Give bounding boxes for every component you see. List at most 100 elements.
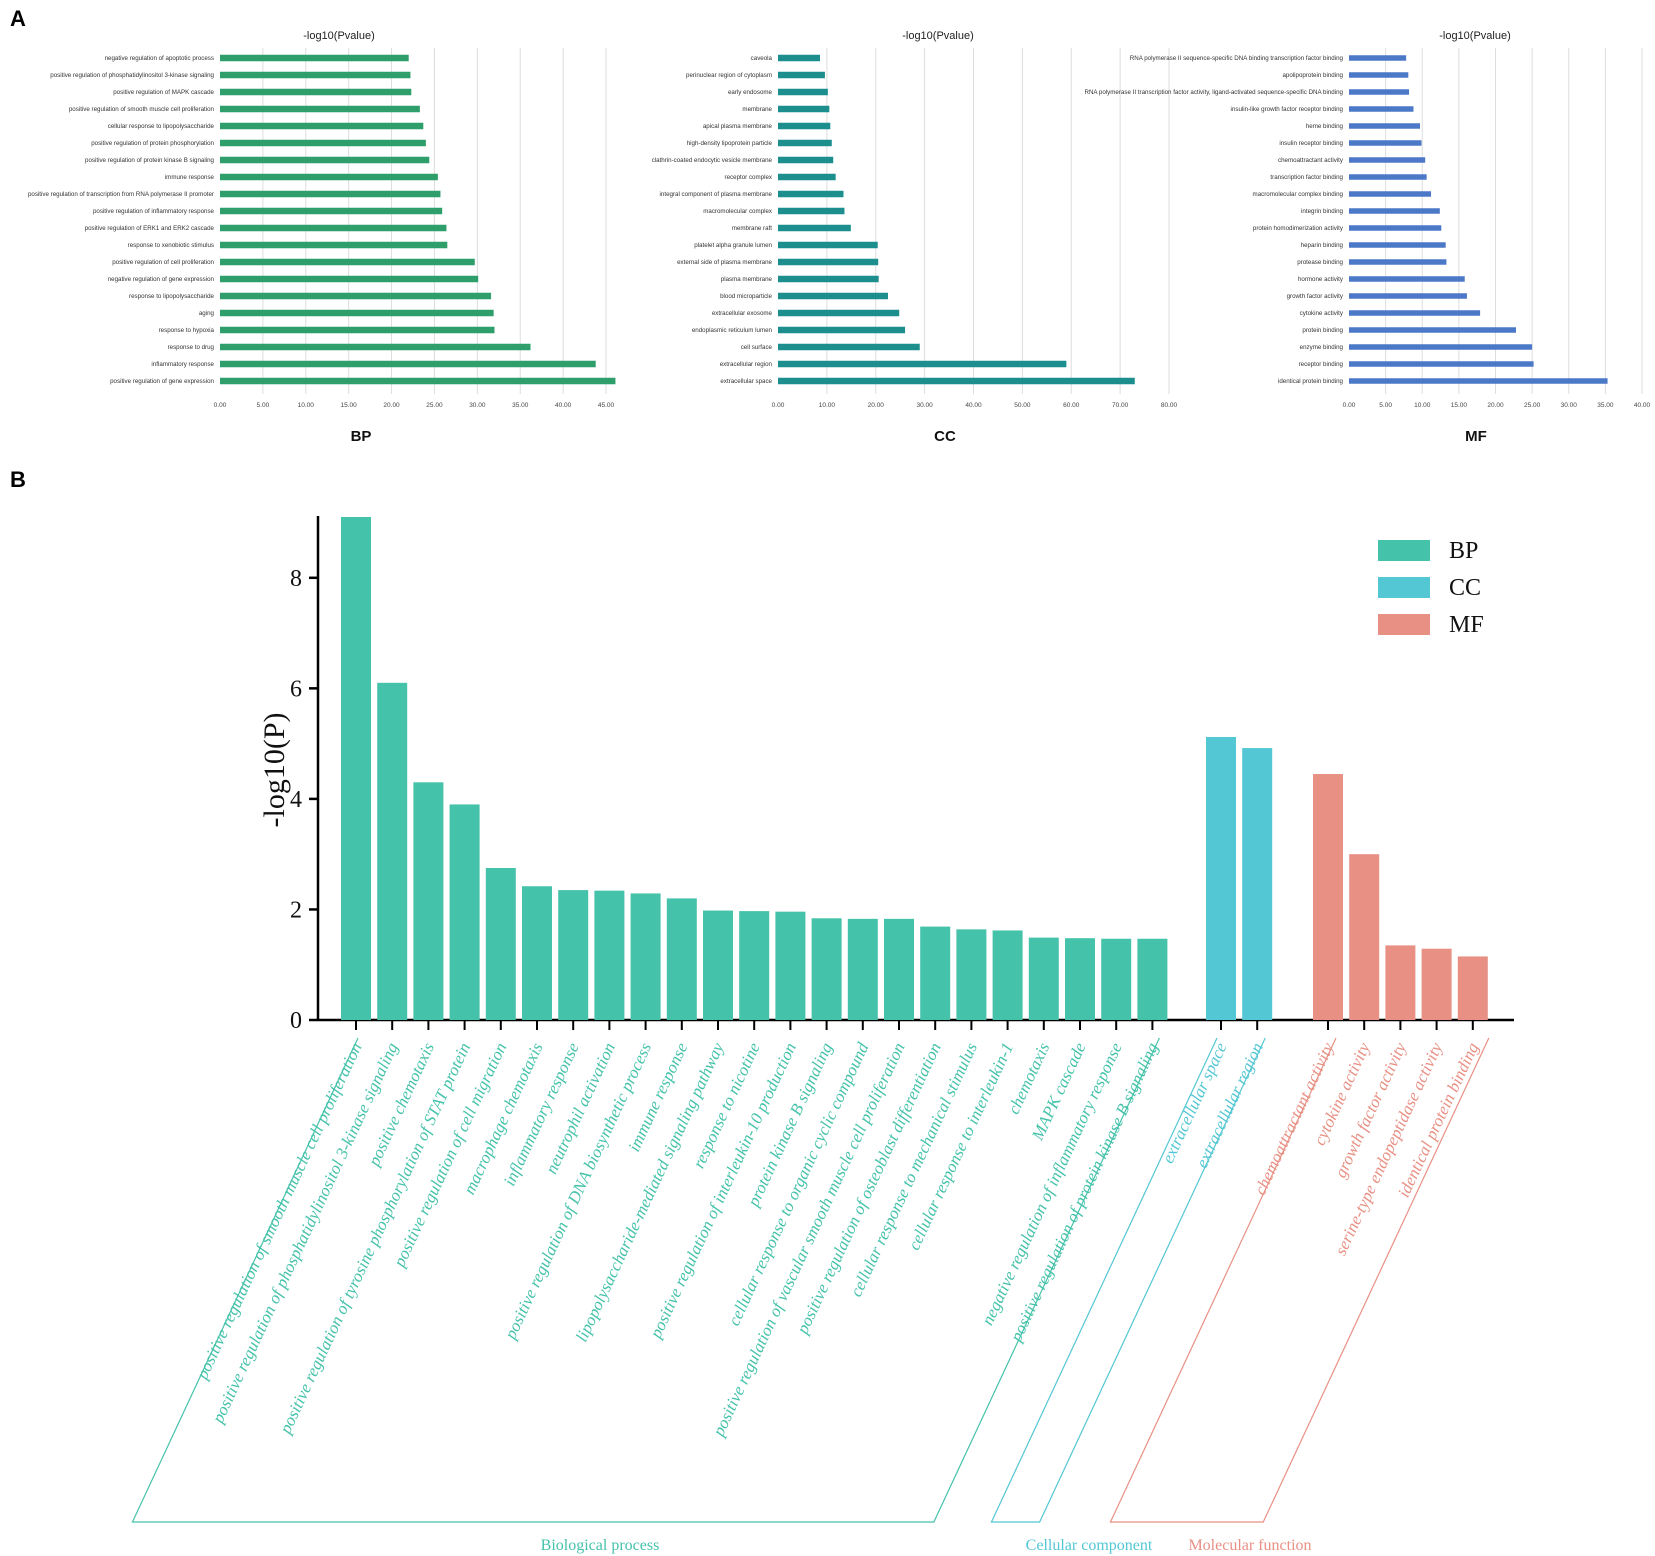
go-chart-bp: -log10(Pvalue) negative regulation of apo… (28, 30, 616, 445)
bar-mf (1349, 191, 1432, 197)
category-label-cc: endoplasmic reticulum lumen (692, 327, 773, 334)
legend-label-mf: MF (1449, 612, 1484, 638)
chart-title-mf: -log10(Pvalue) (1439, 30, 1511, 42)
category-label-mf: protease binding (1297, 259, 1343, 266)
category-label-bp: positive regulation of smooth muscle cel… (69, 106, 215, 113)
category-label-mf: chemoattractant activity (1278, 157, 1344, 164)
go-chart-cc: -log10(Pvalue) caveola perinuclear region … (652, 30, 1178, 445)
tick-label-bp: 25.00 (426, 402, 443, 409)
bar-bp (630, 893, 661, 1020)
category-label-mf: growth factor activity (1287, 293, 1344, 300)
bar-cc (778, 54, 821, 62)
category-label-bp: positive regulation of protein phosphory… (91, 140, 214, 147)
bar-bp (220, 71, 411, 79)
tick-label-mf: 5.00 (1379, 402, 1392, 409)
category-label-cc: blood microparticle (720, 293, 772, 300)
bar-bp (558, 890, 589, 1020)
category-label-mf: RNA polymerase II sequence-specific DNA … (1130, 55, 1344, 62)
category-label-mf: insulin receptor binding (1279, 140, 1343, 147)
bar-cc (778, 377, 1135, 385)
tick-label-mf: 35.00 (1597, 402, 1614, 409)
bar-bp (594, 890, 625, 1020)
bar-bp (220, 88, 412, 96)
category-label-mf: apolipoprotein binding (1282, 72, 1343, 79)
category-label-cc: membrane (742, 106, 772, 113)
bar-bp (220, 292, 492, 300)
category-label-cc: clathrin-coated endocytic vesicle membra… (652, 157, 773, 164)
bar-cc (778, 105, 830, 113)
category-label-mf: enzyme binding (1300, 344, 1344, 351)
bar-cc (778, 258, 879, 266)
category-label-mf: cytokine activity (1300, 310, 1344, 317)
bar-bp (220, 207, 443, 215)
bar-mf (1349, 123, 1421, 129)
bar-mf (1457, 956, 1488, 1020)
bar-bp (956, 929, 987, 1020)
tick-label-cc: 80.00 (1161, 402, 1178, 409)
bar-bp (1028, 937, 1059, 1020)
bar-mf (1349, 225, 1442, 231)
bar-bp (220, 190, 441, 198)
bar-bp (1065, 938, 1095, 1020)
bar-mf (1349, 259, 1447, 265)
bar-cc (778, 71, 825, 79)
tick-label-cc: 50.00 (1014, 402, 1031, 409)
y-tick-label: 8 (290, 566, 302, 592)
category-label-mf: heparin binding (1301, 242, 1344, 249)
panel-label-a: A (10, 6, 26, 31)
bar-cc (1206, 736, 1236, 1020)
bar-bp (884, 918, 914, 1020)
category-label-cc: integral component of plasma membrane (660, 191, 773, 198)
tick-label-bp: 10.00 (298, 402, 315, 409)
group-label-mf: Molecular function (1188, 1537, 1311, 1554)
bar-bp (220, 309, 494, 317)
category-label-bp: inflammatory response (151, 361, 214, 368)
category-label-bp: positive regulation of MAPK cascade (113, 89, 214, 96)
bar-bp (522, 886, 552, 1020)
tick-label-bp: 15.00 (341, 402, 358, 409)
y-tick-label: 2 (290, 897, 302, 923)
category-label-mf: transcription factor binding (1270, 174, 1343, 181)
category-label-cc: cell surface (741, 344, 773, 351)
bar-bp (666, 898, 697, 1020)
bar-mf (1349, 276, 1465, 282)
tick-label-mf: 15.00 (1451, 402, 1468, 409)
tick-label-mf: 10.00 (1414, 402, 1431, 409)
bar-bp (220, 326, 495, 334)
bar-bp (449, 804, 480, 1020)
bar-mf (1349, 208, 1440, 214)
panel-a-charts: -log10(Pvalue) negative regulation of apo… (28, 30, 1651, 445)
bar-cc (778, 292, 888, 300)
legend-swatch-bp (1378, 540, 1430, 561)
category-label-mf: protein homodimerization activity (1253, 225, 1344, 232)
category-label-cc: membrane raft (732, 225, 773, 232)
bar-mf (1349, 55, 1407, 61)
category-label-cc: plasma membrane (721, 276, 773, 283)
panel-label-b: B (10, 467, 26, 492)
category-label-cc: receptor complex (725, 174, 773, 181)
bar-mf (1349, 378, 1608, 384)
y-tick-label: 4 (290, 787, 302, 813)
bar-mf (1349, 106, 1414, 112)
bar-bp (220, 54, 409, 62)
bar-mf (1349, 89, 1410, 95)
category-label-cc: high-density lipoprotein particle (687, 140, 773, 147)
bar-bp (220, 173, 438, 181)
y-axis-label: -log10(P) (258, 713, 291, 828)
category-label-bp: positive regulation of transcription fro… (28, 191, 214, 198)
category-label-cc: macromolecular complex (703, 208, 773, 215)
bar-mf (1349, 344, 1533, 350)
group-bracket-cc (990, 1037, 1266, 1523)
tick-label-cc: 30.00 (916, 402, 933, 409)
bar-bp (220, 105, 420, 113)
bar-cc (778, 207, 845, 215)
tick-label-mf: 40.00 (1634, 402, 1651, 409)
category-label-cc: early endosome (728, 89, 773, 96)
category-label-mf: hormone activity (1298, 276, 1344, 283)
y-tick-label: 0 (290, 1008, 302, 1034)
y-tick-label: 6 (290, 676, 302, 702)
bar-bp (220, 224, 447, 232)
bar-cc (778, 343, 920, 351)
tick-label-mf: 0.00 (1343, 402, 1356, 409)
category-label-bp: immune response (165, 174, 215, 181)
